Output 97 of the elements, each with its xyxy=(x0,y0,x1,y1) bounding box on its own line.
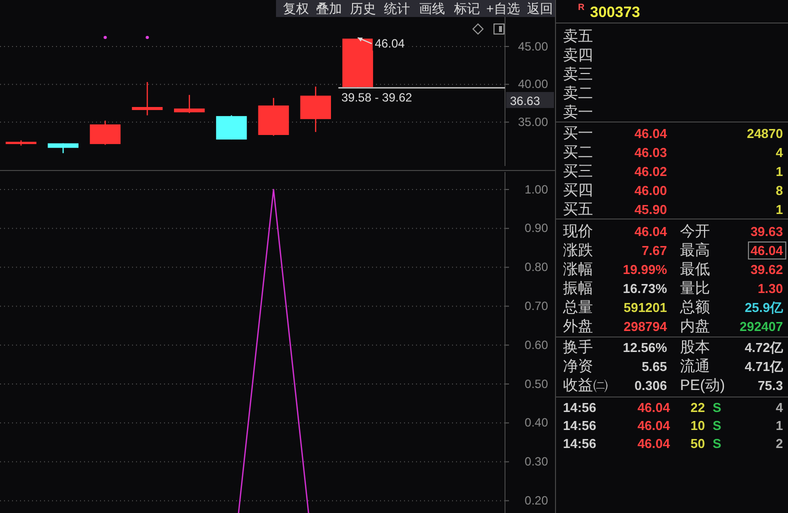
text: 换手 xyxy=(563,339,593,356)
text: 14:56 xyxy=(563,400,596,415)
text: 46.03 xyxy=(634,145,667,160)
y-tick-label: 0.40 xyxy=(524,416,548,430)
text: 统计 xyxy=(384,1,410,16)
text: 591201 xyxy=(624,300,667,315)
text: 298794 xyxy=(624,319,668,334)
text: 1.30 xyxy=(758,281,783,296)
text: 12.56% xyxy=(622,340,668,355)
text: 292407 xyxy=(740,319,783,334)
text: 22 xyxy=(690,400,705,415)
text: S xyxy=(712,418,722,433)
text: 39.63 xyxy=(750,224,783,239)
text: 45.90 xyxy=(634,202,667,217)
text: S xyxy=(712,400,722,415)
text: 卖三 xyxy=(563,66,593,83)
text: 最低 xyxy=(680,261,710,278)
text: 卖一 xyxy=(563,104,593,121)
text: 买五 xyxy=(563,201,593,218)
text: 24870 xyxy=(746,126,783,141)
text: S xyxy=(712,436,722,451)
text: 39.62 xyxy=(750,262,783,277)
y-tick-label: 0.80 xyxy=(524,260,548,274)
text: 振幅 xyxy=(563,280,593,297)
text: 75.3 xyxy=(758,378,783,393)
text: 8 xyxy=(776,183,783,198)
text: 46.04 xyxy=(637,418,671,433)
text: 涨跌 xyxy=(563,242,593,259)
y-tick-label: 0.20 xyxy=(524,494,548,508)
text: 2 xyxy=(776,436,783,451)
text: 10 xyxy=(690,418,705,433)
y-tick-label: 0.30 xyxy=(524,454,548,469)
text: 总量 xyxy=(562,299,593,316)
text: 叠加 xyxy=(316,1,342,16)
text: 最高 xyxy=(680,242,710,259)
text: 股本 xyxy=(680,339,710,356)
text: 标记 xyxy=(453,1,480,16)
text: 0.306 xyxy=(634,378,667,393)
text: 1 xyxy=(776,164,783,179)
text: 复权 xyxy=(283,1,309,16)
text: +自选 xyxy=(486,1,520,16)
text: 历史 xyxy=(350,1,376,16)
text: PE(动) xyxy=(680,377,726,394)
text: 卖二 xyxy=(563,85,593,102)
text: 1 xyxy=(776,418,783,433)
text: 14:56 xyxy=(563,436,596,451)
text: 46.04 xyxy=(634,126,668,141)
text: 19.99% xyxy=(622,262,668,277)
y-tick-label: 40.00 xyxy=(518,77,548,92)
y-tick-label: 0.60 xyxy=(524,338,548,352)
text: 收益㈡ xyxy=(563,377,608,394)
text: 16.73% xyxy=(622,281,668,296)
text: 买四 xyxy=(563,182,593,199)
y-tick-label: 45.00 xyxy=(518,39,548,54)
text: 买二 xyxy=(563,144,593,161)
text: 卖五 xyxy=(563,28,593,45)
text: 46.04 xyxy=(634,224,668,239)
y-tick-label: 0.70 xyxy=(524,299,548,314)
text: 300373 xyxy=(590,4,640,21)
y-tick-label: 35.00 xyxy=(518,114,548,129)
text: 50 xyxy=(690,436,705,451)
text: 涨幅 xyxy=(563,261,593,278)
band-label: 39.58 - 39.62 xyxy=(341,90,412,104)
text: 内盘 xyxy=(680,318,710,335)
text: 25.9亿 xyxy=(744,300,784,315)
candlestick xyxy=(174,94,205,114)
text: 7.67 xyxy=(642,243,667,258)
text: R xyxy=(578,2,585,12)
text: 5.65 xyxy=(642,359,667,374)
text: 总额 xyxy=(679,299,710,316)
text: 46.00 xyxy=(634,183,667,198)
text: 46.04 xyxy=(637,400,671,415)
text: 4 xyxy=(776,400,784,415)
text: 买三 xyxy=(563,163,593,180)
text: 画线 xyxy=(419,1,445,16)
annotation: 46.04 xyxy=(374,36,406,51)
text: 14:56 xyxy=(563,418,596,433)
text: 4 xyxy=(776,145,784,160)
y-tick-label: 0.50 xyxy=(524,376,548,391)
text: 今开 xyxy=(680,223,710,240)
text: 4.71亿 xyxy=(744,359,784,374)
text: 36.63 xyxy=(510,94,540,108)
text: 卖四 xyxy=(563,47,593,64)
text: 4.72亿 xyxy=(744,340,784,355)
y-tick-label: 1.00 xyxy=(524,182,548,196)
y-tick-label: 0.90 xyxy=(524,221,548,236)
text: 46.04 xyxy=(637,436,671,451)
text: 1 xyxy=(776,202,783,217)
candlestick xyxy=(132,81,163,116)
text: 现价 xyxy=(563,223,593,240)
text: 买一 xyxy=(563,125,593,142)
text: 外盘 xyxy=(563,318,593,335)
text: 46.02 xyxy=(634,164,667,179)
text: 流通 xyxy=(680,358,710,375)
text: 量比 xyxy=(680,280,710,297)
text: 返回 xyxy=(527,1,553,16)
text: 净资 xyxy=(563,358,593,375)
